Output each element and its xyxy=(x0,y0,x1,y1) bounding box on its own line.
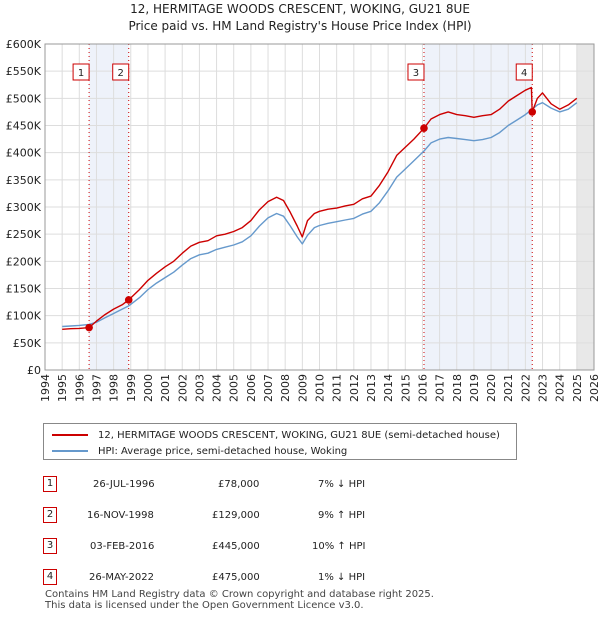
x-tick-label: 2007 xyxy=(262,374,275,402)
transaction-label-box xyxy=(515,63,533,81)
transaction-row: 2 16-NOV-1998 £129,000 9% ↑ HPI xyxy=(0,507,600,527)
transaction-price: £129,000 xyxy=(212,510,260,521)
transaction-hpi-diff: 9% ↑ HPI xyxy=(318,510,366,521)
transaction-date: 26-JUL-1996 xyxy=(93,479,155,490)
y-tick-label: £400K xyxy=(6,147,42,160)
transaction-row: 4 26-MAY-2022 £475,000 1% ↓ HPI xyxy=(0,569,600,589)
y-tick-label: £500K xyxy=(6,92,42,105)
transaction-label: 4 xyxy=(521,68,527,79)
x-tick-label: 2009 xyxy=(296,374,309,402)
transaction-number: 3 xyxy=(43,538,57,554)
x-tick-label: 2011 xyxy=(331,374,344,402)
y-tick-label: £150K xyxy=(6,283,42,296)
x-tick-label: 2014 xyxy=(382,374,395,402)
x-tick-label: 1997 xyxy=(90,374,103,402)
x-tick-label: 2006 xyxy=(245,374,258,402)
transaction-number: 2 xyxy=(43,507,57,523)
transaction-date: 16-NOV-1998 xyxy=(87,510,154,521)
legend-item-hpi: HPI: Average price, semi-detached house,… xyxy=(52,443,347,459)
y-tick-label: £300K xyxy=(6,201,42,214)
x-tick-label: 2025 xyxy=(571,374,584,402)
transaction-marker xyxy=(85,323,93,332)
y-tick-label: £50K xyxy=(13,337,42,350)
y-tick-label: £0 xyxy=(27,364,41,377)
x-tick-label: 2010 xyxy=(314,374,327,402)
transaction-row: 1 26-JUL-1996 £78,000 7% ↓ HPI xyxy=(0,476,600,496)
transaction-label: 1 xyxy=(78,68,84,79)
footer-copyright: Contains HM Land Registry data © Crown c… xyxy=(45,589,434,600)
x-tick-label: 2017 xyxy=(434,374,447,402)
transaction-price: £445,000 xyxy=(212,541,260,552)
transaction-hpi-diff: 7% ↓ HPI xyxy=(318,479,366,490)
x-tick-label: 2024 xyxy=(554,374,567,402)
property-price-line xyxy=(62,86,578,330)
transaction-label: 2 xyxy=(118,68,124,79)
legend-property-swatch xyxy=(52,434,88,436)
footer-licence: This data is licensed under the Open Gov… xyxy=(45,600,364,611)
x-tick-label: 2019 xyxy=(468,374,481,402)
legend-item-property: 12, HERMITAGE WOODS CRESCENT, WOKING, GU… xyxy=(52,427,500,443)
x-tick-label: 2021 xyxy=(502,374,515,402)
legend-hpi-swatch xyxy=(52,450,88,452)
chart-title-line2: Price paid vs. HM Land Registry's House … xyxy=(128,19,472,33)
transaction-marker xyxy=(420,124,428,133)
transaction-label-box xyxy=(407,63,425,81)
legend-hpi-label: HPI: Average price, semi-detached house,… xyxy=(98,445,348,457)
transaction-label-box xyxy=(72,63,90,81)
x-tick-label: 2000 xyxy=(142,374,155,402)
y-axis-ticks: £0 £50K £100K £150K £200K £250K £300K £350K £400… xyxy=(6,38,42,377)
transaction-label: 3 xyxy=(413,68,419,79)
x-tick-label: 2001 xyxy=(159,374,172,402)
x-tick-label: 2015 xyxy=(399,374,412,402)
x-tick-label: 1995 xyxy=(56,374,69,402)
x-tick-label: 2004 xyxy=(211,374,224,402)
y-tick-label: £100K xyxy=(6,310,42,323)
legend: 12, HERMITAGE WOODS CRESCENT, WOKING, GU… xyxy=(43,423,517,460)
x-tick-label: 2012 xyxy=(348,374,361,402)
transaction-price: £78,000 xyxy=(218,479,260,490)
transaction-marker xyxy=(528,108,537,116)
x-tick-label: 2013 xyxy=(365,374,378,402)
transaction-date: 26-MAY-2022 xyxy=(89,572,155,583)
transaction-hpi-diff: 10% ↑ HPI xyxy=(312,541,366,552)
x-axis-ticks: 1994 1995 1996 1997 1998 1999 2000 2001 2002 2003… xyxy=(39,374,600,402)
x-tick-label: 1996 xyxy=(73,374,86,402)
transaction-hpi-diff: 1% ↓ HPI xyxy=(318,572,366,583)
legend-property-label: 12, HERMITAGE WOODS CRESCENT, WOKING, GU… xyxy=(98,429,500,441)
transaction-marker xyxy=(124,296,133,304)
y-tick-label: £550K xyxy=(6,65,42,78)
x-tick-label: 1994 xyxy=(39,374,52,402)
transaction-row: 3 03-FEB-2016 £445,000 10% ↑ HPI xyxy=(0,538,600,558)
series-lines xyxy=(62,86,578,330)
y-tick-label: £250K xyxy=(6,228,42,241)
x-tick-label: 2022 xyxy=(519,374,532,402)
x-tick-label: 2003 xyxy=(193,374,206,402)
y-tick-label: £200K xyxy=(6,255,42,268)
x-tick-label: 2020 xyxy=(485,374,498,402)
x-tick-label: 2026 xyxy=(588,374,600,402)
y-tick-label: £350K xyxy=(6,174,42,187)
x-tick-label: 2018 xyxy=(451,374,464,402)
chart-title-line1: 12, HERMITAGE WOODS CRESCENT, WOKING, GU… xyxy=(130,2,470,16)
transaction-labels: 1 2 3 4 xyxy=(72,63,533,81)
transaction-label-box xyxy=(112,63,130,81)
y-tick-label: £600K xyxy=(6,38,42,51)
x-tick-label: 2005 xyxy=(228,374,241,402)
transaction-number: 1 xyxy=(43,476,57,492)
transaction-price: £475,000 xyxy=(212,572,260,583)
x-tick-label: 1999 xyxy=(125,374,138,402)
x-tick-label: 2008 xyxy=(279,374,292,402)
y-tick-label: £450K xyxy=(6,120,42,133)
transaction-markers xyxy=(85,108,537,332)
price-chart: £0 £50K £100K £150K £200K £250K £300K £350K £400… xyxy=(6,38,600,402)
plot-frame xyxy=(44,43,595,371)
transaction-number: 4 xyxy=(43,569,57,585)
hpi-line xyxy=(62,101,578,328)
x-tick-label: 2023 xyxy=(537,374,550,402)
x-tick-label: 2002 xyxy=(176,374,189,402)
x-tick-label: 2016 xyxy=(416,374,429,402)
transaction-date: 03-FEB-2016 xyxy=(90,541,155,552)
x-tick-label: 1998 xyxy=(108,374,121,402)
